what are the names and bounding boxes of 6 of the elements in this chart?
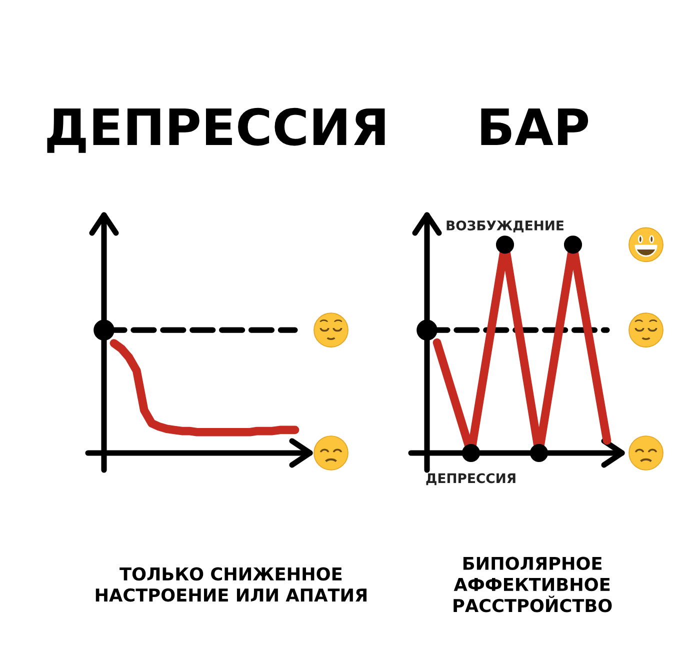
text: ТОЛЬКО СНИЖЕННОЕ НАСТРОЕНИЕ ИЛИ АПАТИЯ <box>96 567 366 602</box>
chart-title: ДЕПРЕССИЯ <box>47 108 385 153</box>
annotation: ДЕПРЕССИЯ <box>426 473 516 486</box>
chart-title: БАР <box>481 108 588 146</box>
text: БИПОЛЯРНОЕ АФФЕКТИВНОЕ РАССТРОЙСТВО <box>454 556 612 612</box>
annotation: ВОЗБУЖДЕНИЕ <box>446 220 564 232</box>
